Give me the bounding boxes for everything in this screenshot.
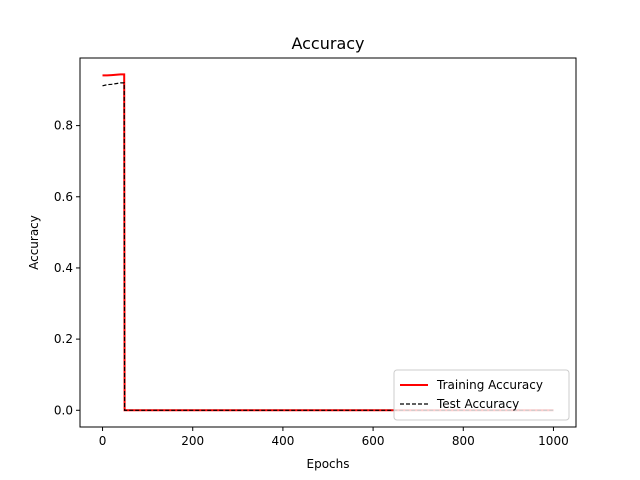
plot-frame	[79, 57, 577, 428]
legend-label-training-accuracy: Training Accuracy	[436, 378, 543, 392]
y-axis-label: Accuracy	[27, 215, 41, 270]
ticks-layer: 0 200 400 600 800 1000 0.0 0.2 0.4 0.6 0.8	[54, 119, 569, 448]
legend-box	[393, 369, 570, 421]
x-tick-label: 1000	[538, 434, 569, 448]
x-tick-label: 400	[271, 434, 294, 448]
x-tick-label: 800	[452, 434, 475, 448]
y-tick-label: 0.4	[54, 261, 73, 275]
chart-title: Accuracy	[291, 34, 364, 53]
legend-label-test-accuracy: Test Accuracy	[436, 397, 519, 411]
legend: Training Accuracy Test Accuracy	[393, 369, 570, 421]
y-tick-label: 0.8	[54, 119, 73, 133]
x-tick-label: 600	[362, 434, 385, 448]
y-tick-label: 0.2	[54, 332, 73, 346]
series-line-test-accuracy	[102, 82, 554, 411]
x-tick-label: 200	[181, 434, 204, 448]
y-tick-label: 0.6	[54, 190, 73, 204]
x-tick-label: 0	[99, 434, 107, 448]
x-axis-label: Epochs	[307, 457, 350, 471]
series-layer	[102, 73, 554, 412]
y-tick-label: 0.0	[54, 403, 73, 417]
